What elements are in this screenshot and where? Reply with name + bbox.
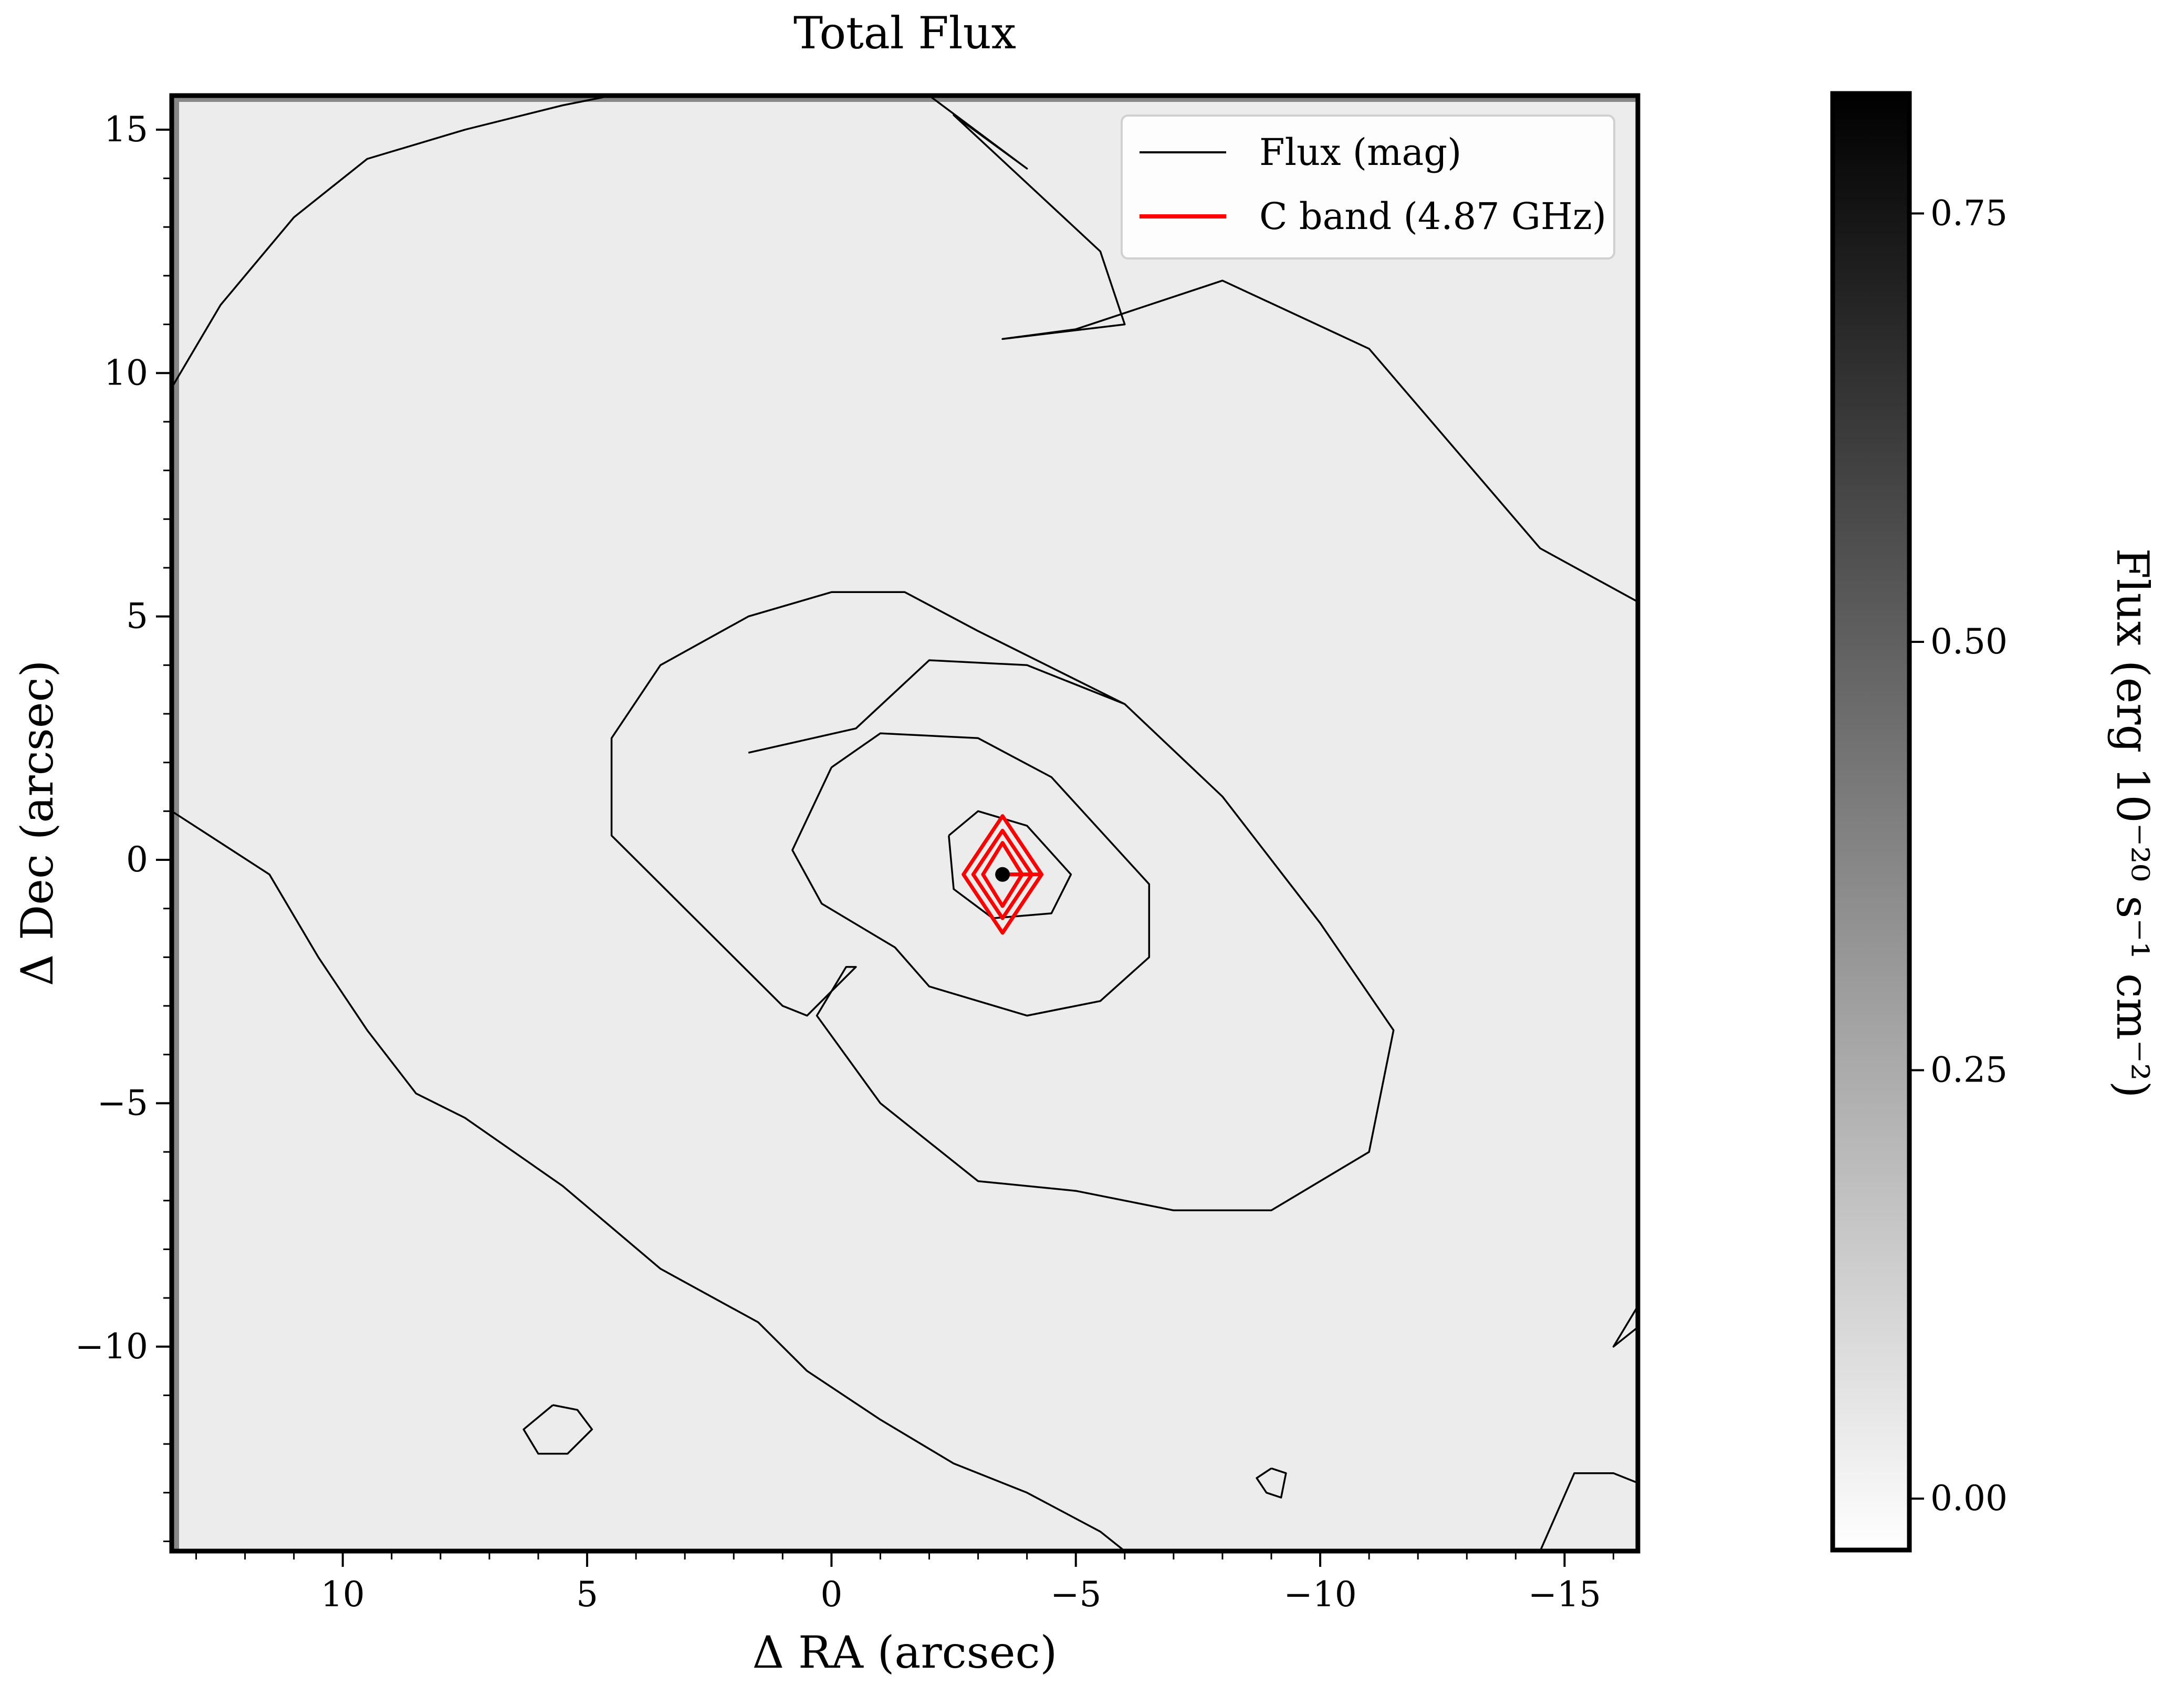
chart-title: Total Flux — [793, 7, 1016, 59]
colorbar-tick-label: 0.75 — [1930, 193, 2008, 233]
colorbar-tick-label: 0.00 — [1930, 1478, 2008, 1519]
y-axis-label: Δ Dec (arcsec) — [12, 660, 63, 986]
colorbar: 0.00 0.25 0.50 0.75 Flux (erg 10⁻²⁰ s⁻¹ cm⁻… — [1830, 91, 2158, 1553]
flux-contour-6 — [791, 732, 1151, 1017]
colorbar-tick-label: 0.25 — [1930, 1050, 2008, 1090]
x-tick-label: 10 — [321, 1574, 365, 1615]
x-tick-label: −5 — [1050, 1574, 1101, 1615]
colorbar-label: Flux (erg 10⁻²⁰ s⁻¹ cm⁻²) — [2107, 548, 2158, 1098]
flux-image-background — [172, 96, 1638, 1551]
flux-contour-1 — [172, 96, 616, 388]
c-band-contour-2 — [981, 841, 1024, 908]
flux-contour-9 — [1256, 1467, 1287, 1499]
legend-box — [1121, 115, 1615, 259]
flux-contour-0 — [923, 96, 1638, 603]
y-tick-label: 15 — [104, 109, 148, 150]
flux-contour-8 — [523, 1404, 593, 1455]
colorbar-ticks: 0.00 0.25 0.50 0.75 — [1909, 193, 2008, 1519]
x-tick-label: −10 — [1283, 1574, 1356, 1615]
x-axis-ticks: 10 5 0 −5 −10 −15 — [195, 1551, 1614, 1615]
plot-frame — [169, 93, 1640, 1554]
legend-label-flux: Flux (mag) — [1259, 131, 1461, 174]
colorbar-tick-label: 0.50 — [1930, 621, 2008, 662]
flux-contour-7 — [948, 810, 1072, 919]
x-tick-label: −15 — [1528, 1574, 1601, 1615]
x-tick-label: 0 — [820, 1574, 842, 1615]
legend-label-c-band: C band (4.87 GHz) — [1259, 195, 1606, 238]
peak-marker — [995, 867, 1010, 882]
y-tick-label: −10 — [75, 1326, 148, 1367]
plot-area — [172, 96, 1638, 1551]
flux-contour-5 — [610, 591, 1395, 1212]
flux-contour-4 — [1612, 1304, 1638, 1348]
y-tick-label: 5 — [126, 596, 148, 637]
x-tick-label: 5 — [576, 1574, 598, 1615]
y-tick-label: −5 — [97, 1083, 148, 1123]
legend: Flux (mag) C band (4.87 GHz) — [1121, 115, 1615, 259]
y-axis-ticks: 15 10 5 0 −5 −10 — [75, 109, 172, 1542]
flux-contour-2 — [172, 810, 1125, 1551]
colorbar-gradient — [1833, 93, 1909, 1550]
y-tick-label: 0 — [126, 839, 148, 880]
contour-layer — [172, 96, 1638, 1551]
c-band-contour-0 — [962, 814, 1044, 935]
c-band-contour-1 — [971, 828, 1034, 920]
x-axis-label: Δ RA (arcsec) — [753, 1627, 1058, 1678]
flux-contour-3 — [1539, 1472, 1638, 1551]
y-tick-label: 10 — [104, 352, 148, 393]
colorbar-frame — [1830, 91, 1912, 1553]
